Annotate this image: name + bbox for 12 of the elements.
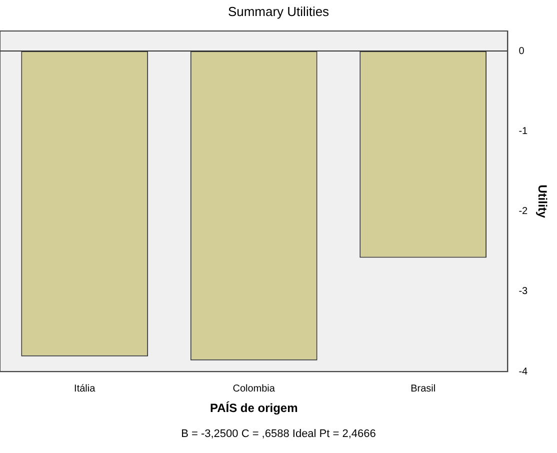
- y-tick-label: 0: [518, 46, 525, 57]
- y-tick-label: -4: [518, 366, 528, 378]
- x-tick-label: Brasil: [410, 383, 436, 394]
- x-axis-title: PAÍS de origem: [210, 401, 298, 416]
- y-tick-label: -2: [518, 206, 528, 218]
- y-axis-title: Utility: [535, 184, 550, 218]
- text: B = -3,2500 C = ,6588 Ideal Pt = 2,4666: [180, 428, 377, 440]
- x-tick-label: Colombia: [232, 383, 276, 394]
- chart-title: Summary Utilities: [226, 4, 330, 19]
- x-tick-label: Itália: [74, 383, 96, 394]
- y-tick-label: -1: [518, 126, 528, 137]
- y-tick-label: -3: [518, 286, 528, 298]
